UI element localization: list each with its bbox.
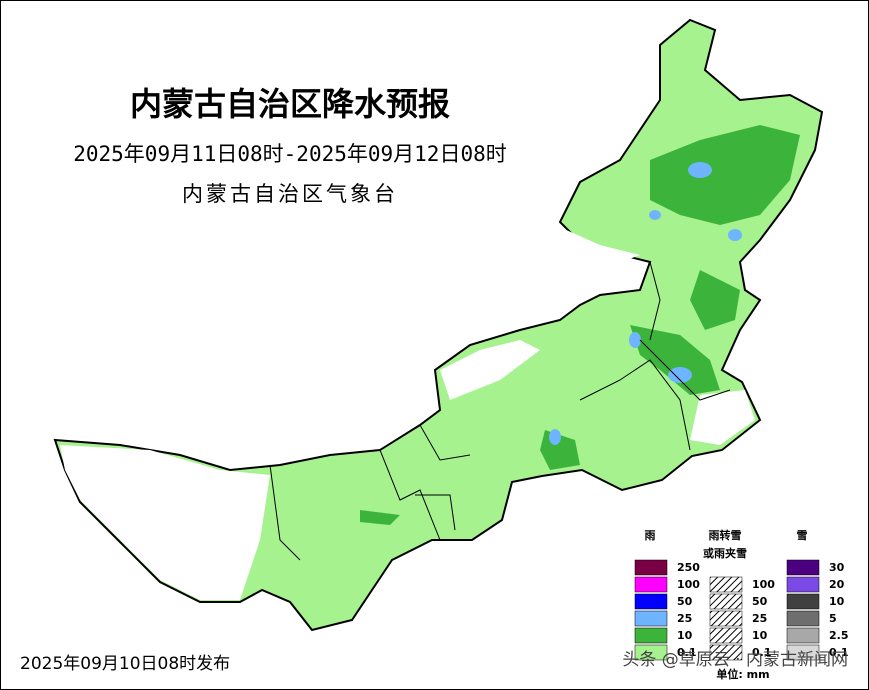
- legend-swatch: [709, 610, 743, 627]
- legend-label: 0.1: [677, 646, 697, 659]
- legend-column-title: 雪: [797, 529, 808, 542]
- legend-swatch: [634, 627, 668, 644]
- legend-label: 10: [752, 629, 768, 642]
- release-time: 2025年09月10日08时发布: [20, 654, 230, 674]
- legend-swatch: [709, 576, 743, 593]
- legend-label: 10: [829, 595, 845, 608]
- legend-label: 2.5: [829, 629, 849, 642]
- legend-label: 10: [677, 629, 693, 642]
- legend-label: 5: [829, 612, 837, 625]
- watermark: 头条 @草原云 · 内蒙古新闻网: [622, 650, 848, 670]
- legend-swatch: [634, 610, 668, 627]
- legend-swatch: [709, 593, 743, 610]
- legend-label: 0.1: [752, 646, 772, 659]
- legend-column-subtitle: 或雨夹雪: [703, 546, 747, 560]
- legend-swatch: [786, 576, 820, 593]
- legend-label: 25: [677, 612, 692, 625]
- legend-label: 25: [752, 612, 767, 625]
- moderate-rain-areas: [360, 125, 800, 525]
- legend-swatch: [786, 627, 820, 644]
- legend-label: 50: [752, 595, 768, 608]
- legend-swatch: [634, 644, 668, 661]
- legend-swatch: [786, 559, 820, 576]
- league-borders: [269, 261, 731, 561]
- legend-label: 250: [677, 561, 700, 574]
- forecast-period: 2025年09月11日08时-2025年09月12日08时: [73, 142, 507, 166]
- legend-label: 30: [829, 561, 845, 574]
- legend-swatch: [786, 593, 820, 610]
- legend-swatch: [634, 576, 668, 593]
- legend-label: 100: [752, 578, 775, 591]
- no-rain-areas: [60, 225, 755, 600]
- legend-swatch: [634, 559, 668, 576]
- legend-swatch: [786, 644, 820, 661]
- legend-label: 0.1: [829, 646, 849, 659]
- issuer: 内蒙古自治区气象台: [182, 182, 398, 206]
- legend-label: 50: [677, 595, 693, 608]
- legend-column-title: 雨转雪: [709, 528, 742, 542]
- legend-swatch: [709, 627, 743, 644]
- legend-swatch: [709, 644, 743, 661]
- legend-swatch: [786, 610, 820, 627]
- legend-label: 20: [829, 578, 845, 591]
- legend-swatch: [634, 593, 668, 610]
- heavy-rain-areas: [549, 162, 742, 445]
- legend-label: 100: [677, 578, 700, 591]
- map-title: 内蒙古自治区降水预报: [130, 85, 450, 123]
- legend-unit: 单位: mm: [716, 667, 769, 681]
- legend-column-title: 雨: [645, 529, 656, 542]
